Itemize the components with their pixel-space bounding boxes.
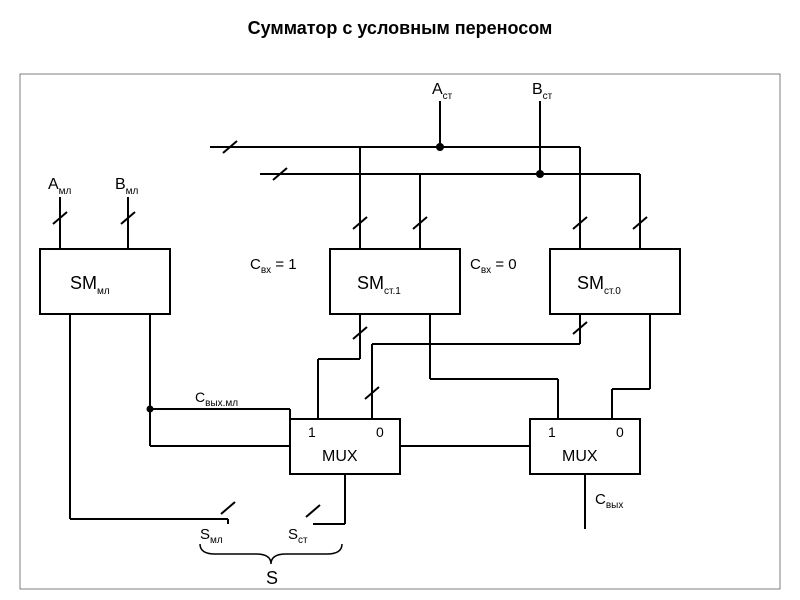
svg-text:Aмл: Aмл (48, 176, 72, 197)
label-cin-1: Cвх = 1 (250, 256, 297, 276)
result-brace: S (200, 544, 342, 588)
label-s-ml: Sмл (200, 526, 223, 546)
diagram: Aмл Bмл Aст Bст (0, 39, 800, 599)
svg-text:Bст: Bст (532, 81, 553, 102)
svg-text:Sст: Sст (288, 526, 308, 546)
input-B-ml: Bмл (115, 176, 139, 249)
wire-sm-ml-sum (70, 314, 235, 524)
block-mux2: 1 0 MUX (530, 419, 640, 474)
svg-text:Cвх = 1: Cвх = 1 (250, 256, 297, 276)
svg-text:Aст: Aст (432, 81, 453, 102)
label-s-ct: Sст (288, 526, 308, 546)
input-A-ct: Aст (210, 81, 587, 249)
label-c-out: Cвых (595, 491, 623, 511)
svg-text:S: S (266, 568, 278, 588)
svg-text:1: 1 (548, 424, 556, 440)
svg-text:Cвых.мл: Cвых.мл (195, 389, 238, 409)
svg-text:Cвых: Cвых (595, 491, 623, 511)
block-sm-ct1: SMст.1 (330, 249, 460, 314)
svg-text:Cвх = 0: Cвх = 0 (470, 256, 517, 276)
wire-mux1-out (306, 474, 345, 524)
svg-text:0: 0 (376, 424, 384, 440)
label-cin-0: Cвх = 0 (470, 256, 517, 276)
svg-text:MUX: MUX (322, 448, 358, 465)
input-B-ct: Bст (260, 81, 647, 249)
wire-sm-ct1-out (318, 314, 558, 419)
svg-text:MUX: MUX (562, 448, 598, 465)
svg-text:1: 1 (308, 424, 316, 440)
input-A-ml: Aмл (48, 176, 72, 249)
block-sm-ml: SMмл (40, 249, 170, 314)
page-title: Сумматор с условным переносом (0, 0, 800, 39)
wire-sm-ml-cout: Cвых.мл (150, 314, 290, 444)
diagram-frame (20, 74, 780, 589)
block-mux1: 1 0 MUX (290, 419, 400, 474)
svg-text:Sмл: Sмл (200, 526, 223, 546)
wire-sm-ct0-out (365, 314, 650, 419)
svg-text:0: 0 (616, 424, 624, 440)
block-sm-ct0: SMст.0 (550, 249, 680, 314)
svg-text:Bмл: Bмл (115, 176, 139, 197)
